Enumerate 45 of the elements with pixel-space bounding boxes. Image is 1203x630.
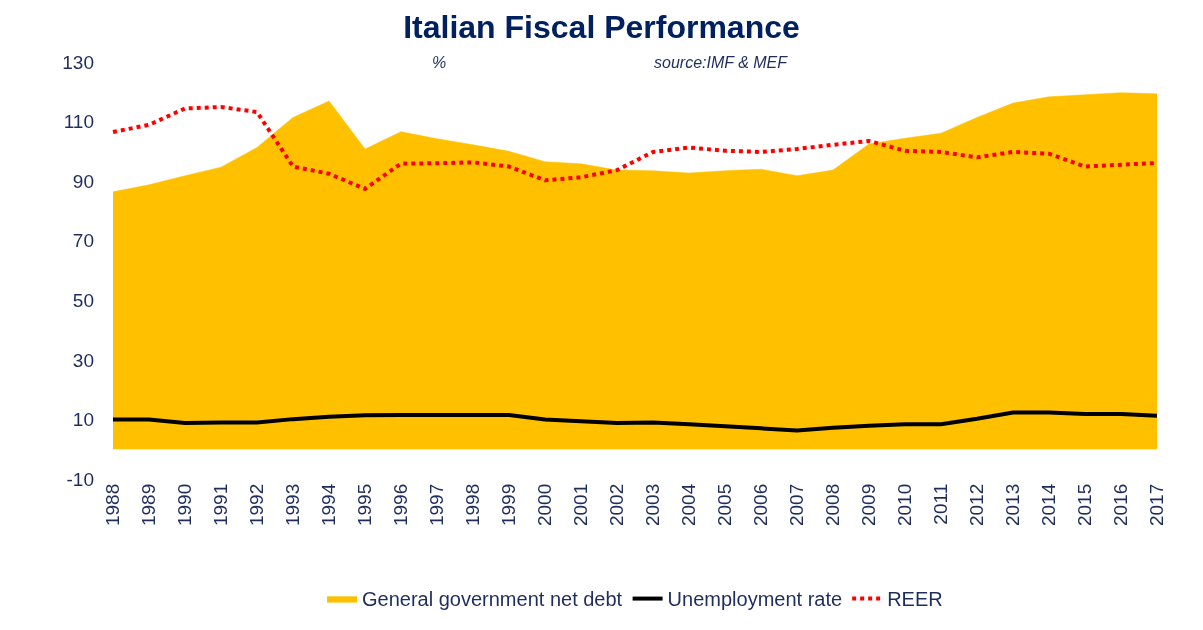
x-tick-label: 2006 (750, 483, 772, 527)
x-tick-label: 1997 (426, 483, 448, 527)
x-tick-label: 1996 (390, 483, 412, 527)
x-tick-label: 1994 (318, 483, 340, 527)
x-tick-label: 2007 (786, 483, 808, 527)
x-tick-label: 1999 (498, 483, 520, 527)
y-tick-label: 90 (72, 170, 94, 192)
x-tick-label: 1989 (138, 483, 160, 527)
x-tick-label: 2002 (606, 483, 628, 527)
x-tick-label: 2014 (1038, 483, 1060, 527)
legend-label: REER (887, 588, 943, 611)
y-tick-label: 30 (72, 349, 94, 371)
chart-subtitle: % (432, 54, 447, 71)
x-tick-label: 1992 (246, 483, 268, 527)
line-series (111, 410, 1159, 433)
legend-label: General government net debt (362, 588, 623, 611)
x-tick-label: 1990 (174, 483, 196, 527)
y-tick-label: 70 (72, 230, 94, 252)
x-tick-label: 1993 (282, 483, 304, 527)
x-tick-label: 2008 (822, 483, 844, 527)
y-tick-label: 10 (72, 409, 94, 431)
x-tick-label: 2005 (714, 483, 736, 527)
x-tick-label: 2009 (858, 483, 880, 527)
y-tick-label: 50 (72, 289, 94, 311)
legend-label: Unemployment rate (667, 588, 843, 611)
chart-title: Italian Fiscal Performance (403, 9, 800, 46)
x-tick-label: 2016 (1110, 483, 1132, 527)
x-tick-label: 2003 (642, 483, 664, 527)
x-tick-label: 2001 (570, 483, 592, 527)
annotation: source:IMF & MEF (654, 54, 789, 71)
x-tick-label: 2015 (1074, 483, 1096, 527)
x-tick-label: 2017 (1146, 483, 1168, 527)
y-tick-label: 110 (63, 111, 94, 133)
x-tick-label: 1995 (354, 483, 376, 527)
x-tick-label: 2010 (894, 483, 916, 527)
x-tick-label: 2011 (930, 483, 952, 525)
x-tick-label: 1988 (102, 483, 124, 527)
x-tick-label: 2013 (1002, 483, 1024, 527)
x-tick-label: 1998 (462, 483, 484, 527)
x-tick-label: 2000 (534, 483, 556, 527)
y-tick-label: 130 (62, 51, 94, 73)
x-tick-label: 2004 (678, 483, 700, 527)
y-tick-label: -10 (66, 468, 94, 490)
x-tick-label: 1991 (210, 483, 232, 527)
x-tick-label: 2012 (966, 483, 988, 527)
